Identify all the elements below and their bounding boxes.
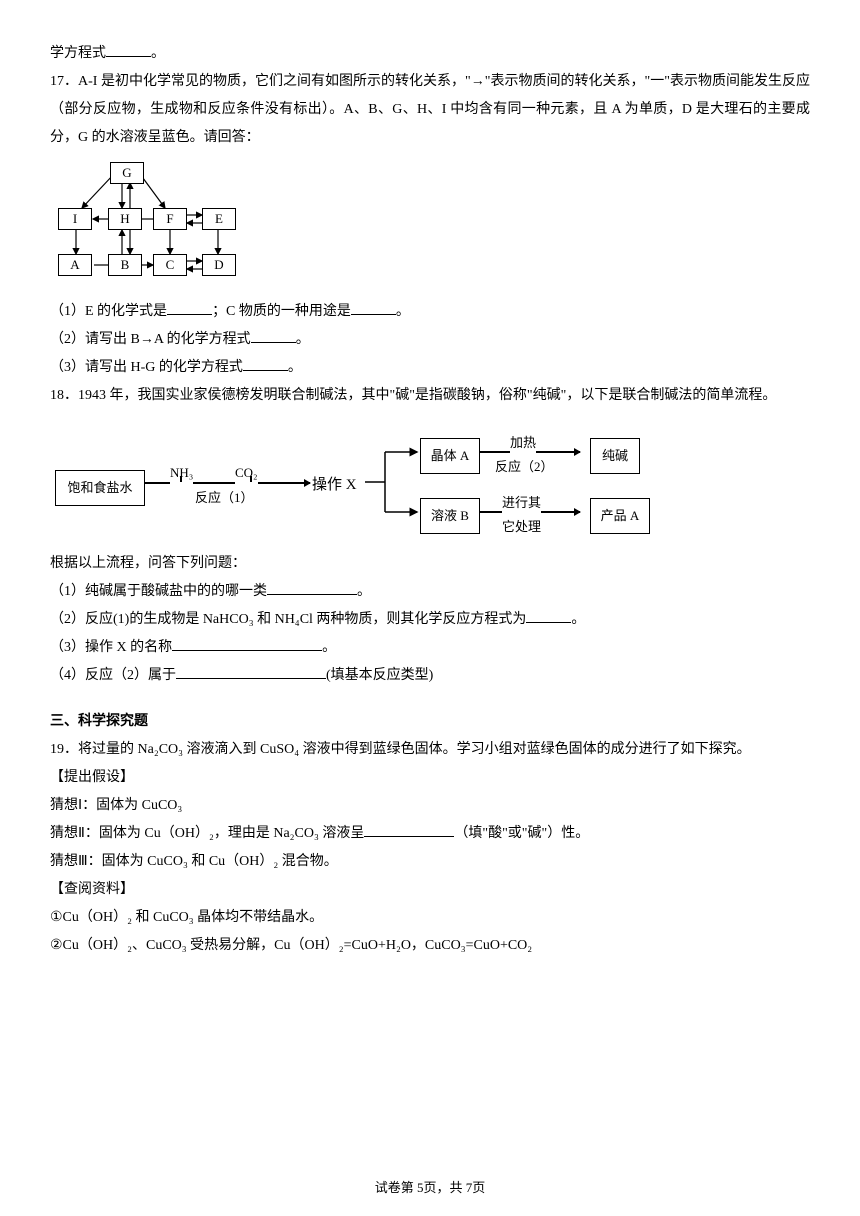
text: （3）请写出 H-G 的化学方程式 (50, 360, 243, 375)
q19-ref1: ①Cu（OH）₂ 和 CuCO₃ 晶体均不带结晶水。 (50, 904, 810, 932)
label-heat: 加热 (510, 430, 536, 456)
blank (176, 665, 326, 679)
blank (267, 581, 357, 595)
node-h: H (108, 208, 142, 230)
q18-p2: （2）反应(1)的生成物是 NaHCO₃ 和 NH₄Cl 两种物质，则其化学反应… (50, 606, 810, 634)
tick (180, 476, 182, 482)
period: 。 (151, 46, 165, 61)
q17-intro: 17．A-I 是初中化学常见的物质，它们之间有如图所示的转化关系，"→"表示物质… (50, 68, 810, 152)
blank (251, 329, 296, 343)
q18-p4: （4）反应（2）属于 (填基本反应类型) (50, 662, 810, 690)
page-footer: 试卷第 5页，共 7页 (0, 1175, 860, 1201)
q18-lead: 根据以上流程，问答下列问题： (50, 550, 810, 578)
q19-guess2: 猜想Ⅱ：固体为 Cu（OH）₂，理由是 Na₂CO₃ 溶液呈 （填"酸"或"碱"）… (50, 820, 810, 848)
q17-p3: （3）请写出 H-G 的化学方程式 。 (50, 354, 810, 382)
text: 。 (571, 612, 585, 627)
node-c: C (153, 254, 187, 276)
node-d: D (202, 254, 236, 276)
q17-p2: （2）请写出 B→A 的化学方程式 。 (50, 326, 810, 354)
text: （2）反应(1)的生成物是 NaHCO₃ 和 NH₄Cl 两种物质，则其化学反应… (50, 612, 526, 627)
text: (填基本反应类型) (326, 668, 433, 683)
q19-ref2: ②Cu（OH）₂、CuCO₃ 受热易分解，Cu（OH）₂=CuO+H₂O，CuC… (50, 932, 810, 960)
text: （1）E 的化学式是 (50, 304, 167, 319)
text: 学方程式 (50, 46, 106, 61)
blank (364, 823, 454, 837)
q19-guess1: 猜想Ⅰ：固体为 CuCO₃ (50, 792, 810, 820)
q18-intro: 18．1943 年，我国实业家侯德榜发明联合制碱法，其中"碱"是指碳酸钠，俗称"… (50, 382, 810, 410)
blank (167, 301, 212, 315)
line-continuation: 学方程式 。 (50, 40, 810, 68)
q17-diagram: G I H F E A B C D (50, 160, 250, 290)
flow-pure-soda: 纯碱 (590, 438, 640, 474)
flow-solution-b: 溶液 B (420, 498, 480, 534)
q19-guess3: 猜想Ⅲ：固体为 CuCO₃ 和 Cu（OH）₂ 混合物。 (50, 848, 810, 876)
text: （4）反应（2）属于 (50, 668, 176, 683)
text: （填"酸"或"碱"）性。 (454, 826, 589, 841)
label-rxn2: 反应（2） (495, 454, 554, 480)
q18-p3: （3）操作 X 的名称 。 (50, 634, 810, 662)
text: （3）操作 X 的名称 (50, 640, 172, 655)
text: 猜想Ⅱ：固体为 Cu（OH）₂，理由是 Na₂CO₃ 溶液呈 (50, 826, 364, 841)
q19-lookup-header: 【查阅资料】 (50, 876, 810, 904)
flow-saturated-brine: 饱和食盐水 (55, 470, 145, 506)
text: 。 (396, 304, 410, 319)
text: 。 (357, 584, 371, 599)
blank (526, 609, 571, 623)
text: 。 (296, 332, 310, 347)
section-3-title: 三、科学探究题 (50, 708, 810, 736)
text: 。 (322, 640, 336, 655)
q19-intro: 19．将过量的 Na₂CO₃ 溶液滴入到 CuSO₄ 溶液中得到蓝绿色固体。学习… (50, 736, 810, 764)
flow-product-a: 产品 A (590, 498, 650, 534)
blank (172, 637, 322, 651)
node-a: A (58, 254, 92, 276)
tick (250, 476, 252, 482)
label-co2: CO₂ (235, 460, 258, 486)
label-other1: 进行其 (502, 490, 541, 516)
label-nh3: NH₃ (170, 460, 193, 486)
blank (351, 301, 396, 315)
label-other2: 它处理 (502, 514, 541, 540)
q18-p1: （1）纯碱属于酸碱盐中的的哪一类 。 (50, 578, 810, 606)
q19-hypothesis-header: 【提出假设】 (50, 764, 810, 792)
text: ；C 物质的一种用途是 (212, 304, 351, 319)
text: 。 (288, 360, 302, 375)
node-f: F (153, 208, 187, 230)
node-g: G (110, 162, 144, 184)
node-b: B (108, 254, 142, 276)
blank (243, 357, 288, 371)
label-rxn1: 反应（1） (195, 485, 254, 511)
blank (106, 43, 151, 57)
label-opx: 操作 X (312, 470, 357, 500)
node-e: E (202, 208, 236, 230)
split-lines (365, 440, 425, 520)
node-i: I (58, 208, 92, 230)
text: （1）纯碱属于酸碱盐中的的哪一类 (50, 584, 267, 599)
text: （2）请写出 B→A 的化学方程式 (50, 332, 251, 347)
q17-p1: （1）E 的化学式是 ；C 物质的一种用途是 。 (50, 298, 810, 326)
q18-flowchart: 饱和食盐水 NH₃ CO₂ 反应（1） 操作 X 晶体 A 溶液 B 加热 反应… (50, 420, 690, 540)
flow-crystal-a: 晶体 A (420, 438, 480, 474)
